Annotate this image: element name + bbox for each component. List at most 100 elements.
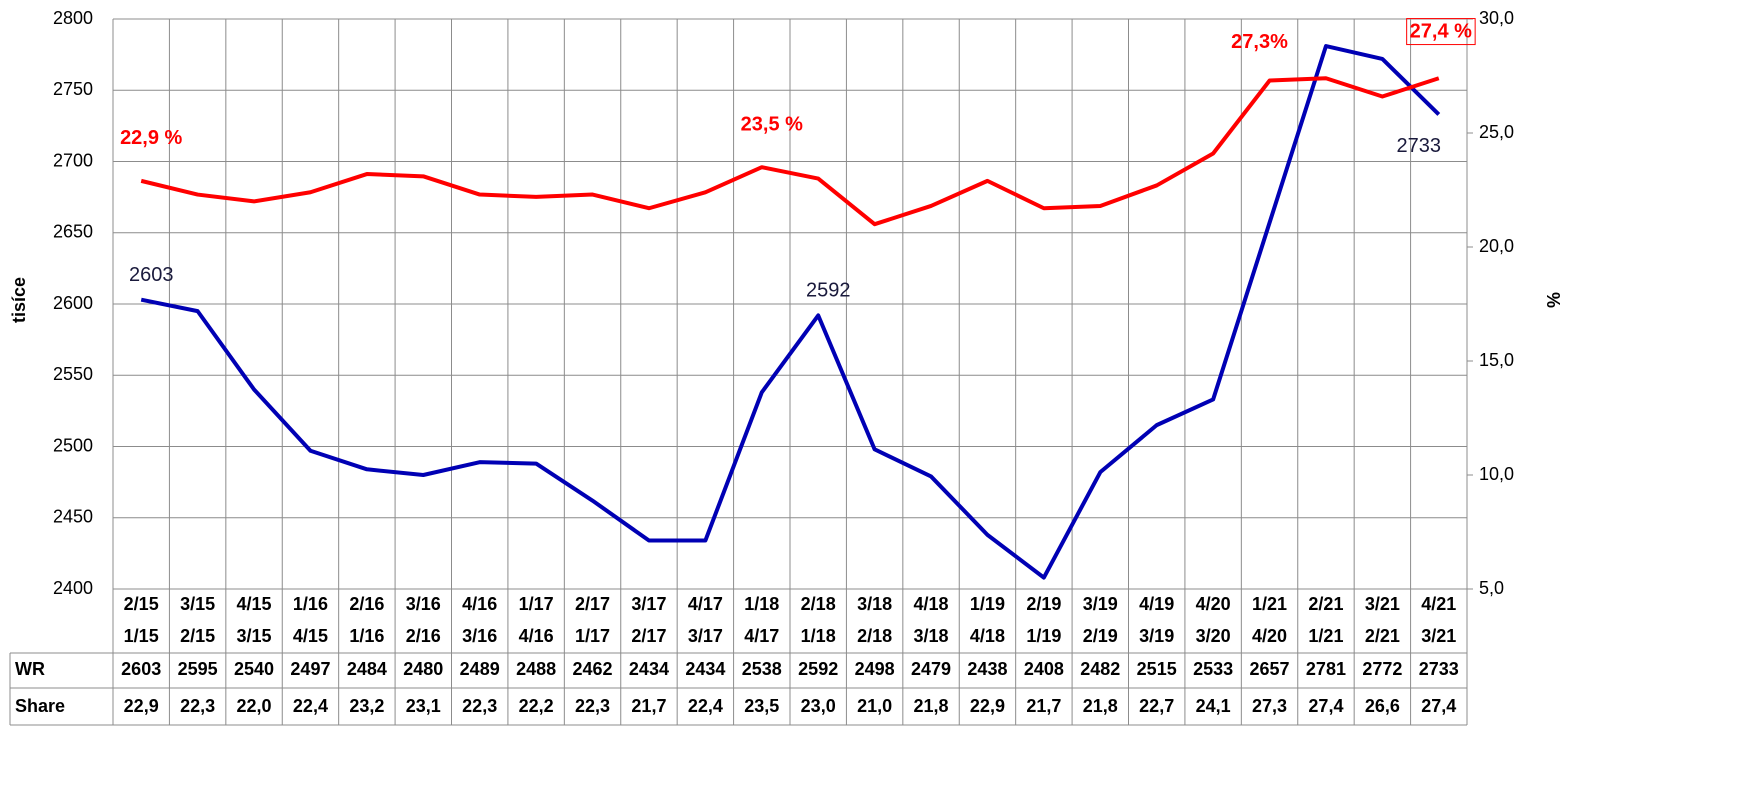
x-tick-sublabel: 4/17: [744, 626, 779, 646]
x-tick-label: 1/19: [970, 594, 1005, 614]
table-value: 2488: [516, 659, 556, 679]
table-value: 21,0: [857, 696, 892, 716]
table-value: 23,1: [406, 696, 441, 716]
y-tick-label: 2600: [53, 293, 93, 313]
annotation: 2733: [1397, 135, 1442, 157]
x-tick-sublabel: 4/15: [293, 626, 328, 646]
x-tick-label: 3/15: [180, 594, 215, 614]
x-tick-sublabel: 4/18: [970, 626, 1005, 646]
table-value: 22,4: [293, 696, 328, 716]
table-value: 22,9: [124, 696, 159, 716]
annotation: 27,3%: [1231, 31, 1288, 53]
annotation: 22,9 %: [120, 127, 182, 149]
table-value: 22,3: [462, 696, 497, 716]
x-tick-label: 2/16: [349, 594, 384, 614]
x-tick-sublabel: 3/16: [462, 626, 497, 646]
table-value: 2657: [1250, 659, 1290, 679]
table-value: 2480: [403, 659, 443, 679]
table-value: 22,0: [237, 696, 272, 716]
table-value: 2595: [178, 659, 218, 679]
table-value: 2479: [911, 659, 951, 679]
y-tick-label: 2500: [53, 435, 93, 455]
table-value: 22,3: [575, 696, 610, 716]
table-value: 23,5: [744, 696, 779, 716]
table-value: 21,8: [1083, 696, 1118, 716]
table-value: 2434: [685, 659, 725, 679]
table-value: 27,3: [1252, 696, 1287, 716]
y-axis-label: tisíce: [9, 277, 29, 323]
table-value: 27,4: [1421, 696, 1456, 716]
table-value: 2408: [1024, 659, 1064, 679]
table-value: 2462: [573, 659, 613, 679]
x-tick-label: 2/15: [124, 594, 159, 614]
table-value: 21,8: [914, 696, 949, 716]
x-tick-sublabel: 2/21: [1365, 626, 1400, 646]
table-value: 21,7: [1026, 696, 1061, 716]
x-tick-label: 3/16: [406, 594, 441, 614]
table-value: 2592: [798, 659, 838, 679]
y2-tick-label: 15,0: [1479, 350, 1514, 370]
x-tick-label: 3/17: [631, 594, 666, 614]
table-value: 2438: [967, 659, 1007, 679]
x-tick-sublabel: 1/21: [1308, 626, 1343, 646]
table-value: 2498: [855, 659, 895, 679]
x-tick-sublabel: 1/19: [1026, 626, 1061, 646]
y2-tick-label: 10,0: [1479, 464, 1514, 484]
x-tick-label: 4/21: [1421, 594, 1456, 614]
x-tick-label: 3/21: [1365, 594, 1400, 614]
row-label: Share: [15, 696, 65, 716]
x-tick-sublabel: 3/20: [1196, 626, 1231, 646]
y-tick-label: 2400: [53, 578, 93, 598]
series-line: [140, 44, 1441, 580]
row-label: WR: [15, 659, 45, 679]
table-value: 2538: [742, 659, 782, 679]
x-tick-sublabel: 3/19: [1139, 626, 1174, 646]
y-tick-label: 2750: [53, 79, 93, 99]
y2-tick-label: 20,0: [1479, 236, 1514, 256]
table-value: 22,4: [688, 696, 723, 716]
x-tick-label: 4/16: [462, 594, 497, 614]
x-tick-label: 4/19: [1139, 594, 1174, 614]
x-tick-label: 1/21: [1252, 594, 1287, 614]
table-value: 2733: [1419, 659, 1459, 679]
x-tick-sublabel: 2/15: [180, 626, 215, 646]
table-value: 2781: [1306, 659, 1346, 679]
x-tick-label: 3/18: [857, 594, 892, 614]
annotation: 2603: [129, 264, 174, 286]
table-value: 22,2: [519, 696, 554, 716]
table-value: 22,7: [1139, 696, 1174, 716]
x-tick-sublabel: 2/19: [1083, 626, 1118, 646]
x-tick-sublabel: 2/16: [406, 626, 441, 646]
x-tick-sublabel: 4/20: [1252, 626, 1287, 646]
x-tick-label: 1/18: [744, 594, 779, 614]
annotation: 2592: [806, 280, 851, 302]
x-tick-sublabel: 3/15: [237, 626, 272, 646]
x-tick-label: 4/15: [237, 594, 272, 614]
x-tick-label: 3/19: [1083, 594, 1118, 614]
x-tick-sublabel: 1/17: [575, 626, 610, 646]
table-value: 22,3: [180, 696, 215, 716]
y2-tick-label: 5,0: [1479, 578, 1504, 598]
table-value: 2772: [1362, 659, 1402, 679]
y-tick-label: 2800: [53, 8, 93, 28]
y-tick-label: 2650: [53, 222, 93, 242]
table-value: 21,7: [631, 696, 666, 716]
x-tick-sublabel: 1/16: [349, 626, 384, 646]
table-value: 23,2: [349, 696, 384, 716]
table-value: 2603: [121, 659, 161, 679]
series-line: [140, 76, 1440, 227]
x-tick-sublabel: 1/18: [801, 626, 836, 646]
table-value: 2515: [1137, 659, 1177, 679]
annotation-box: [1406, 18, 1476, 46]
table-value: 22,9: [970, 696, 1005, 716]
table-value: 2497: [290, 659, 330, 679]
table-value: 24,1: [1196, 696, 1231, 716]
x-tick-sublabel: 3/17: [688, 626, 723, 646]
x-tick-label: 2/21: [1308, 594, 1343, 614]
table-value: 2489: [460, 659, 500, 679]
x-tick-sublabel: 2/17: [631, 626, 666, 646]
x-tick-label: 1/17: [519, 594, 554, 614]
x-tick-label: 1/16: [293, 594, 328, 614]
y2-axis-label: %: [1544, 292, 1564, 308]
